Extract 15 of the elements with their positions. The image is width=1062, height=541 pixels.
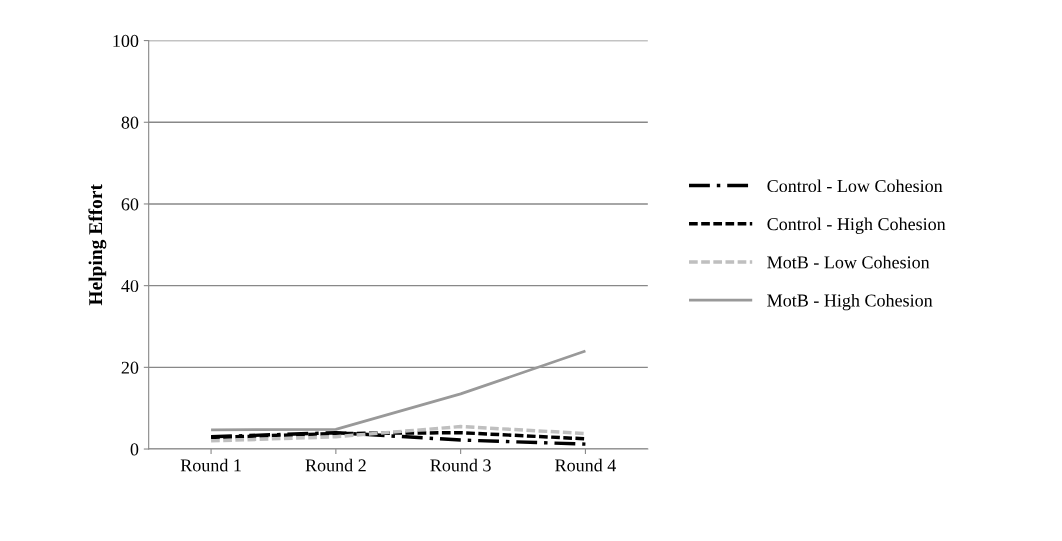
legend-label: Control - Low Cohesion xyxy=(767,179,943,193)
x-tick-label: Round 2 xyxy=(305,458,366,472)
y-tick-label: 80 xyxy=(121,116,139,129)
y-tick-label: 60 xyxy=(121,198,139,211)
legend-label: MotB - High Cohesion xyxy=(767,293,933,311)
y-tick-label: 20 xyxy=(121,361,139,374)
y-tick-label: 0 xyxy=(130,443,139,456)
y-axis-title: Helping Effort xyxy=(88,184,107,306)
legend-label: Control - High Cohesion xyxy=(767,217,946,234)
y-tick-label: 40 xyxy=(121,279,139,293)
x-tick-label: Round 3 xyxy=(430,458,491,472)
x-tick-label: Round 1 xyxy=(180,458,241,472)
y-tick-label: 100 xyxy=(113,34,139,48)
legend-label: MotB - Low Cohesion xyxy=(767,255,930,269)
x-tick-label: Round 4 xyxy=(555,458,616,472)
